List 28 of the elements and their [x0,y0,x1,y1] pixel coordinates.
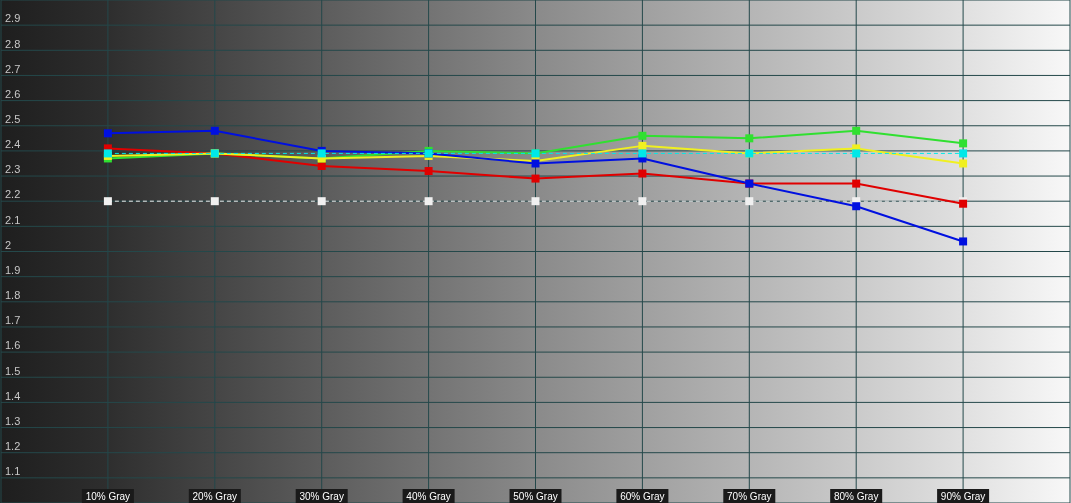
x-tick-label: 60% Gray [620,491,665,502]
x-tick-label: 20% Gray [192,491,238,502]
y-tick-label: 2.2 [5,188,21,201]
y-tick-label: 2.7 [5,62,21,75]
y-tick-label: 2.6 [5,87,21,100]
y-tick-label: 2 [5,238,12,251]
y-tick-label: 1.1 [5,465,21,478]
y-tick-label: 1.7 [5,314,21,327]
y-tick-label: 1.6 [5,339,21,352]
y-tick-label: 2.5 [5,113,21,125]
y-tick-label: 2.9 [5,12,21,25]
y-tick-label: 1.3 [5,414,21,427]
x-tick-label: 40% Gray [406,491,451,502]
x-tick-label: 30% Gray [299,491,344,502]
x-tick-label: 90% Gray [940,491,986,502]
x-tick-label: 70% Gray [727,491,772,502]
y-tick-label: 1.2 [5,439,21,452]
y-tick-label: 2.8 [5,37,21,50]
y-tick-label: 1.8 [5,289,21,302]
x-tick-label: 80% Gray [833,491,879,502]
y-tick-label: 2.1 [5,213,21,226]
y-tick-label: 1.9 [5,263,21,276]
y-tick-label: 2.4 [5,138,21,151]
y-tick-label: 1.4 [5,389,21,402]
x-tick-label: 10% Gray [85,491,131,502]
y-tick-label: 2.3 [5,163,21,176]
x-tick-label: 50% Gray [513,491,558,502]
y-tick-label: 1.5 [5,364,21,377]
